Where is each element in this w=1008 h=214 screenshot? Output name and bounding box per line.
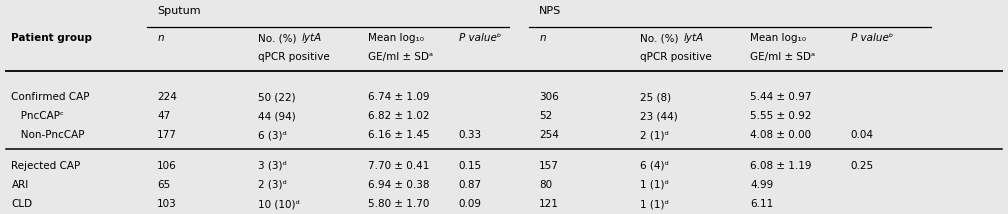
Text: 0.15: 0.15 xyxy=(459,161,482,171)
Text: Mean log₁₀: Mean log₁₀ xyxy=(750,33,806,43)
Text: 0.25: 0.25 xyxy=(851,161,874,171)
Text: qPCR positive: qPCR positive xyxy=(258,52,330,62)
Text: 0.87: 0.87 xyxy=(459,180,482,190)
Text: 4.99: 4.99 xyxy=(750,180,773,190)
Text: 44 (94): 44 (94) xyxy=(258,111,295,121)
Text: n: n xyxy=(539,33,545,43)
Text: ARI: ARI xyxy=(11,180,28,190)
Text: 121: 121 xyxy=(539,199,559,209)
Text: 1 (1)ᵈ: 1 (1)ᵈ xyxy=(640,199,668,209)
Text: 6.94 ± 0.38: 6.94 ± 0.38 xyxy=(368,180,429,190)
Text: 5.44 ± 0.97: 5.44 ± 0.97 xyxy=(750,92,811,102)
Text: 106: 106 xyxy=(157,161,177,171)
Text: 177: 177 xyxy=(157,130,177,140)
Text: CLD: CLD xyxy=(11,199,32,209)
Text: 4.08 ± 0.00: 4.08 ± 0.00 xyxy=(750,130,811,140)
Text: 0.04: 0.04 xyxy=(851,130,874,140)
Text: lytA: lytA xyxy=(684,33,705,43)
Text: 7.70 ± 0.41: 7.70 ± 0.41 xyxy=(368,161,429,171)
Text: qPCR positive: qPCR positive xyxy=(640,52,712,62)
Text: P valueᵇ: P valueᵇ xyxy=(851,33,893,43)
Text: Patient group: Patient group xyxy=(11,33,93,43)
Text: 306: 306 xyxy=(539,92,558,102)
Text: 103: 103 xyxy=(157,199,177,209)
Text: lytA: lytA xyxy=(302,33,323,43)
Text: 65: 65 xyxy=(157,180,170,190)
Text: Rejected CAP: Rejected CAP xyxy=(11,161,81,171)
Text: 3 (3)ᵈ: 3 (3)ᵈ xyxy=(258,161,286,171)
Text: 47: 47 xyxy=(157,111,170,121)
Text: 80: 80 xyxy=(539,180,552,190)
Text: n: n xyxy=(157,33,164,43)
Text: 6 (4)ᵈ: 6 (4)ᵈ xyxy=(640,161,668,171)
Text: 157: 157 xyxy=(539,161,559,171)
Text: 1 (1)ᵈ: 1 (1)ᵈ xyxy=(640,180,668,190)
Text: 2 (1)ᵈ: 2 (1)ᵈ xyxy=(640,130,668,140)
Text: 6.16 ± 1.45: 6.16 ± 1.45 xyxy=(368,130,430,140)
Text: 6.74 ± 1.09: 6.74 ± 1.09 xyxy=(368,92,429,102)
Text: 5.55 ± 0.92: 5.55 ± 0.92 xyxy=(750,111,811,121)
Text: 23 (44): 23 (44) xyxy=(640,111,677,121)
Text: Sputum: Sputum xyxy=(157,6,201,16)
Text: GE/ml ± SDᵃ: GE/ml ± SDᵃ xyxy=(368,52,433,62)
Text: Mean log₁₀: Mean log₁₀ xyxy=(368,33,424,43)
Text: NPS: NPS xyxy=(539,6,561,16)
Text: No. (%): No. (%) xyxy=(640,33,681,43)
Text: 52: 52 xyxy=(539,111,552,121)
Text: 25 (8): 25 (8) xyxy=(640,92,671,102)
Text: 6.11: 6.11 xyxy=(750,199,773,209)
Text: 10 (10)ᵈ: 10 (10)ᵈ xyxy=(258,199,299,209)
Text: 2 (3)ᵈ: 2 (3)ᵈ xyxy=(258,180,286,190)
Text: 224: 224 xyxy=(157,92,177,102)
Text: P valueᵇ: P valueᵇ xyxy=(459,33,501,43)
Text: 254: 254 xyxy=(539,130,559,140)
Text: GE/ml ± SDᵃ: GE/ml ± SDᵃ xyxy=(750,52,815,62)
Text: 50 (22): 50 (22) xyxy=(258,92,295,102)
Text: 5.80 ± 1.70: 5.80 ± 1.70 xyxy=(368,199,429,209)
Text: No. (%): No. (%) xyxy=(258,33,299,43)
Text: 0.09: 0.09 xyxy=(459,199,482,209)
Text: Non-PncCAP: Non-PncCAP xyxy=(11,130,85,140)
Text: Confirmed CAP: Confirmed CAP xyxy=(11,92,90,102)
Text: 0.33: 0.33 xyxy=(459,130,482,140)
Text: PncCAPᶜ: PncCAPᶜ xyxy=(11,111,65,121)
Text: 6.08 ± 1.19: 6.08 ± 1.19 xyxy=(750,161,811,171)
Text: 6 (3)ᵈ: 6 (3)ᵈ xyxy=(258,130,286,140)
Text: 6.82 ± 1.02: 6.82 ± 1.02 xyxy=(368,111,429,121)
